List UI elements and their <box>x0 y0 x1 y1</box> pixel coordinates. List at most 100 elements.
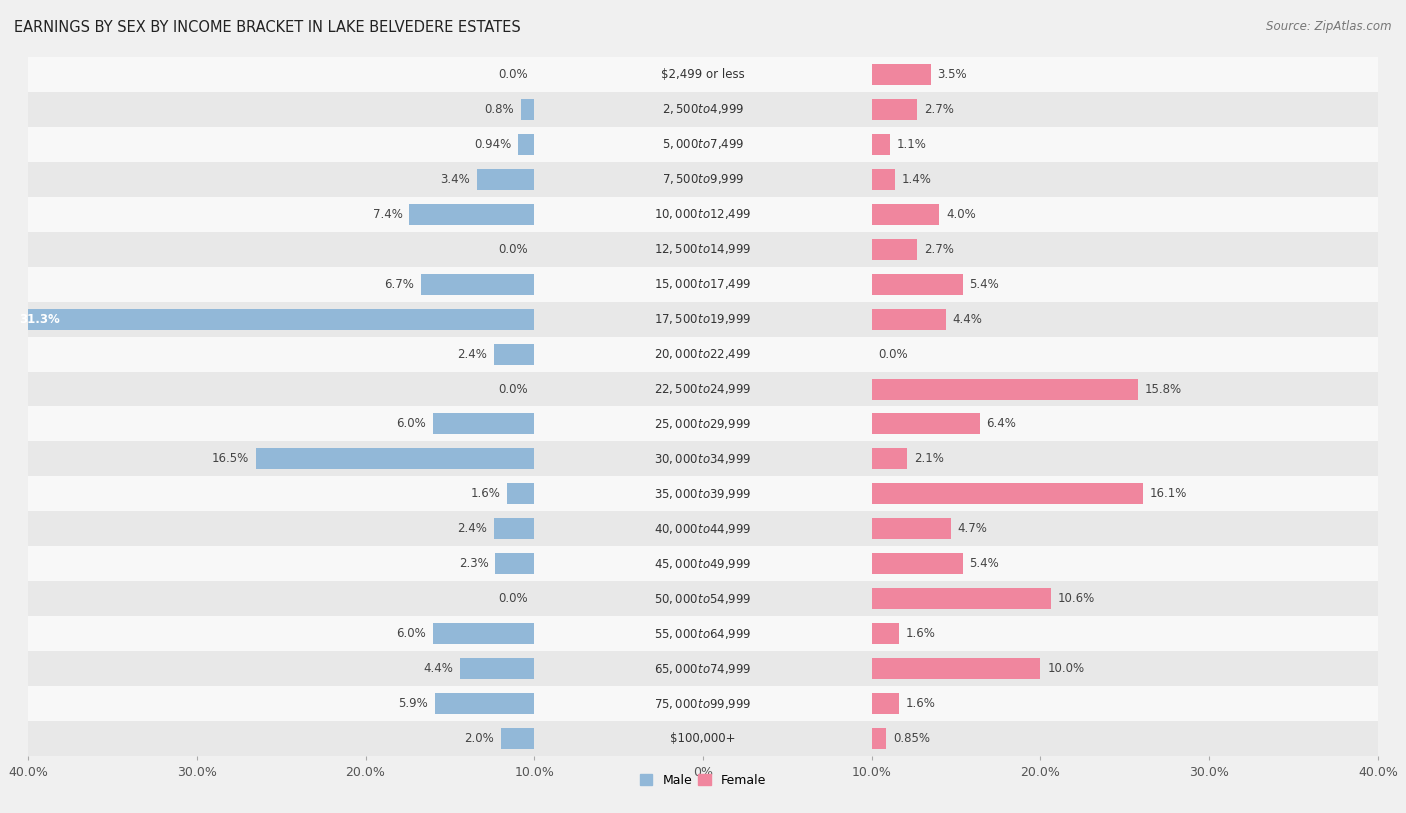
Text: 0.8%: 0.8% <box>485 103 515 115</box>
Bar <box>28 651 1378 686</box>
Bar <box>508 484 534 504</box>
Text: EARNINGS BY SEX BY INCOME BRACKET IN LAKE BELVEDERE ESTATES: EARNINGS BY SEX BY INCOME BRACKET IN LAK… <box>14 20 520 35</box>
Bar <box>872 449 907 469</box>
Text: $65,000 to $74,999: $65,000 to $74,999 <box>654 662 752 676</box>
Bar <box>28 476 1378 511</box>
Bar <box>494 519 534 539</box>
Text: $22,500 to $24,999: $22,500 to $24,999 <box>654 382 752 396</box>
Bar <box>28 337 1378 372</box>
Bar <box>872 239 917 259</box>
Bar <box>28 127 1378 162</box>
Text: 6.4%: 6.4% <box>987 418 1017 430</box>
Text: 1.6%: 1.6% <box>905 698 935 710</box>
Bar <box>872 134 890 154</box>
Text: 3.5%: 3.5% <box>938 68 967 80</box>
Bar <box>28 686 1378 721</box>
Bar <box>872 554 963 574</box>
Text: 0.0%: 0.0% <box>498 243 527 255</box>
Text: 10.0%: 10.0% <box>1047 663 1084 675</box>
Text: $2,499 or less: $2,499 or less <box>661 68 745 80</box>
Text: 7.4%: 7.4% <box>373 208 402 220</box>
Bar <box>28 197 1378 232</box>
Bar <box>872 169 896 189</box>
Text: 31.3%: 31.3% <box>20 313 60 325</box>
Text: 1.4%: 1.4% <box>903 173 932 185</box>
Bar <box>477 169 534 189</box>
Bar <box>409 204 534 224</box>
Bar <box>520 99 534 120</box>
Text: 0.0%: 0.0% <box>498 593 527 605</box>
Bar <box>872 484 1143 504</box>
Text: $45,000 to $49,999: $45,000 to $49,999 <box>654 557 752 571</box>
Text: $15,000 to $17,499: $15,000 to $17,499 <box>654 277 752 291</box>
Text: 4.7%: 4.7% <box>957 523 987 535</box>
Text: 2.1%: 2.1% <box>914 453 943 465</box>
Text: 2.7%: 2.7% <box>924 243 953 255</box>
Bar <box>872 624 898 644</box>
Text: $10,000 to $12,499: $10,000 to $12,499 <box>654 207 752 221</box>
Bar <box>872 589 1050 609</box>
Text: 0.0%: 0.0% <box>498 68 527 80</box>
Text: 0.94%: 0.94% <box>474 138 512 150</box>
Bar <box>28 92 1378 127</box>
Bar <box>495 554 534 574</box>
Text: $55,000 to $64,999: $55,000 to $64,999 <box>654 627 752 641</box>
Text: 2.0%: 2.0% <box>464 733 494 745</box>
Bar <box>6 309 534 329</box>
Text: 4.4%: 4.4% <box>953 313 983 325</box>
Text: 5.9%: 5.9% <box>398 698 427 710</box>
Text: 6.0%: 6.0% <box>396 628 426 640</box>
Bar <box>501 728 534 749</box>
Text: $35,000 to $39,999: $35,000 to $39,999 <box>654 487 752 501</box>
Text: 10.6%: 10.6% <box>1057 593 1094 605</box>
Bar <box>28 232 1378 267</box>
Text: $7,500 to $9,999: $7,500 to $9,999 <box>662 172 744 186</box>
Bar <box>433 414 534 434</box>
Text: $75,000 to $99,999: $75,000 to $99,999 <box>654 697 752 711</box>
Text: $40,000 to $44,999: $40,000 to $44,999 <box>654 522 752 536</box>
Text: $25,000 to $29,999: $25,000 to $29,999 <box>654 417 752 431</box>
Text: 0.0%: 0.0% <box>498 383 527 395</box>
Text: $50,000 to $54,999: $50,000 to $54,999 <box>654 592 752 606</box>
Bar <box>28 57 1378 92</box>
Text: 2.4%: 2.4% <box>457 523 486 535</box>
Bar <box>28 581 1378 616</box>
Bar <box>872 659 1040 679</box>
Bar <box>434 693 534 714</box>
Bar <box>28 406 1378 441</box>
Text: $17,500 to $19,999: $17,500 to $19,999 <box>654 312 752 326</box>
Bar <box>256 449 534 469</box>
Text: 2.7%: 2.7% <box>924 103 953 115</box>
Text: Source: ZipAtlas.com: Source: ZipAtlas.com <box>1267 20 1392 33</box>
Text: $30,000 to $34,999: $30,000 to $34,999 <box>654 452 752 466</box>
Text: 3.4%: 3.4% <box>440 173 470 185</box>
Text: 15.8%: 15.8% <box>1144 383 1182 395</box>
Text: 16.5%: 16.5% <box>212 453 249 465</box>
Bar <box>433 624 534 644</box>
Bar <box>28 302 1378 337</box>
Bar <box>28 511 1378 546</box>
Bar <box>519 134 534 154</box>
Bar <box>872 204 939 224</box>
Text: 5.4%: 5.4% <box>970 278 1000 290</box>
Bar <box>28 616 1378 651</box>
Text: 1.6%: 1.6% <box>905 628 935 640</box>
Text: 1.1%: 1.1% <box>897 138 927 150</box>
Text: 6.7%: 6.7% <box>385 278 415 290</box>
Bar <box>872 99 917 120</box>
Bar <box>872 379 1139 399</box>
Bar <box>28 441 1378 476</box>
Bar <box>872 64 931 85</box>
Bar <box>28 721 1378 756</box>
Bar <box>872 274 963 294</box>
Bar <box>28 162 1378 197</box>
Text: 5.4%: 5.4% <box>970 558 1000 570</box>
Text: $2,500 to $4,999: $2,500 to $4,999 <box>662 102 744 116</box>
Bar <box>494 344 534 364</box>
Text: 6.0%: 6.0% <box>396 418 426 430</box>
Bar <box>422 274 534 294</box>
Text: $20,000 to $22,499: $20,000 to $22,499 <box>654 347 752 361</box>
Text: 16.1%: 16.1% <box>1150 488 1188 500</box>
Bar <box>28 546 1378 581</box>
Text: 2.3%: 2.3% <box>458 558 489 570</box>
